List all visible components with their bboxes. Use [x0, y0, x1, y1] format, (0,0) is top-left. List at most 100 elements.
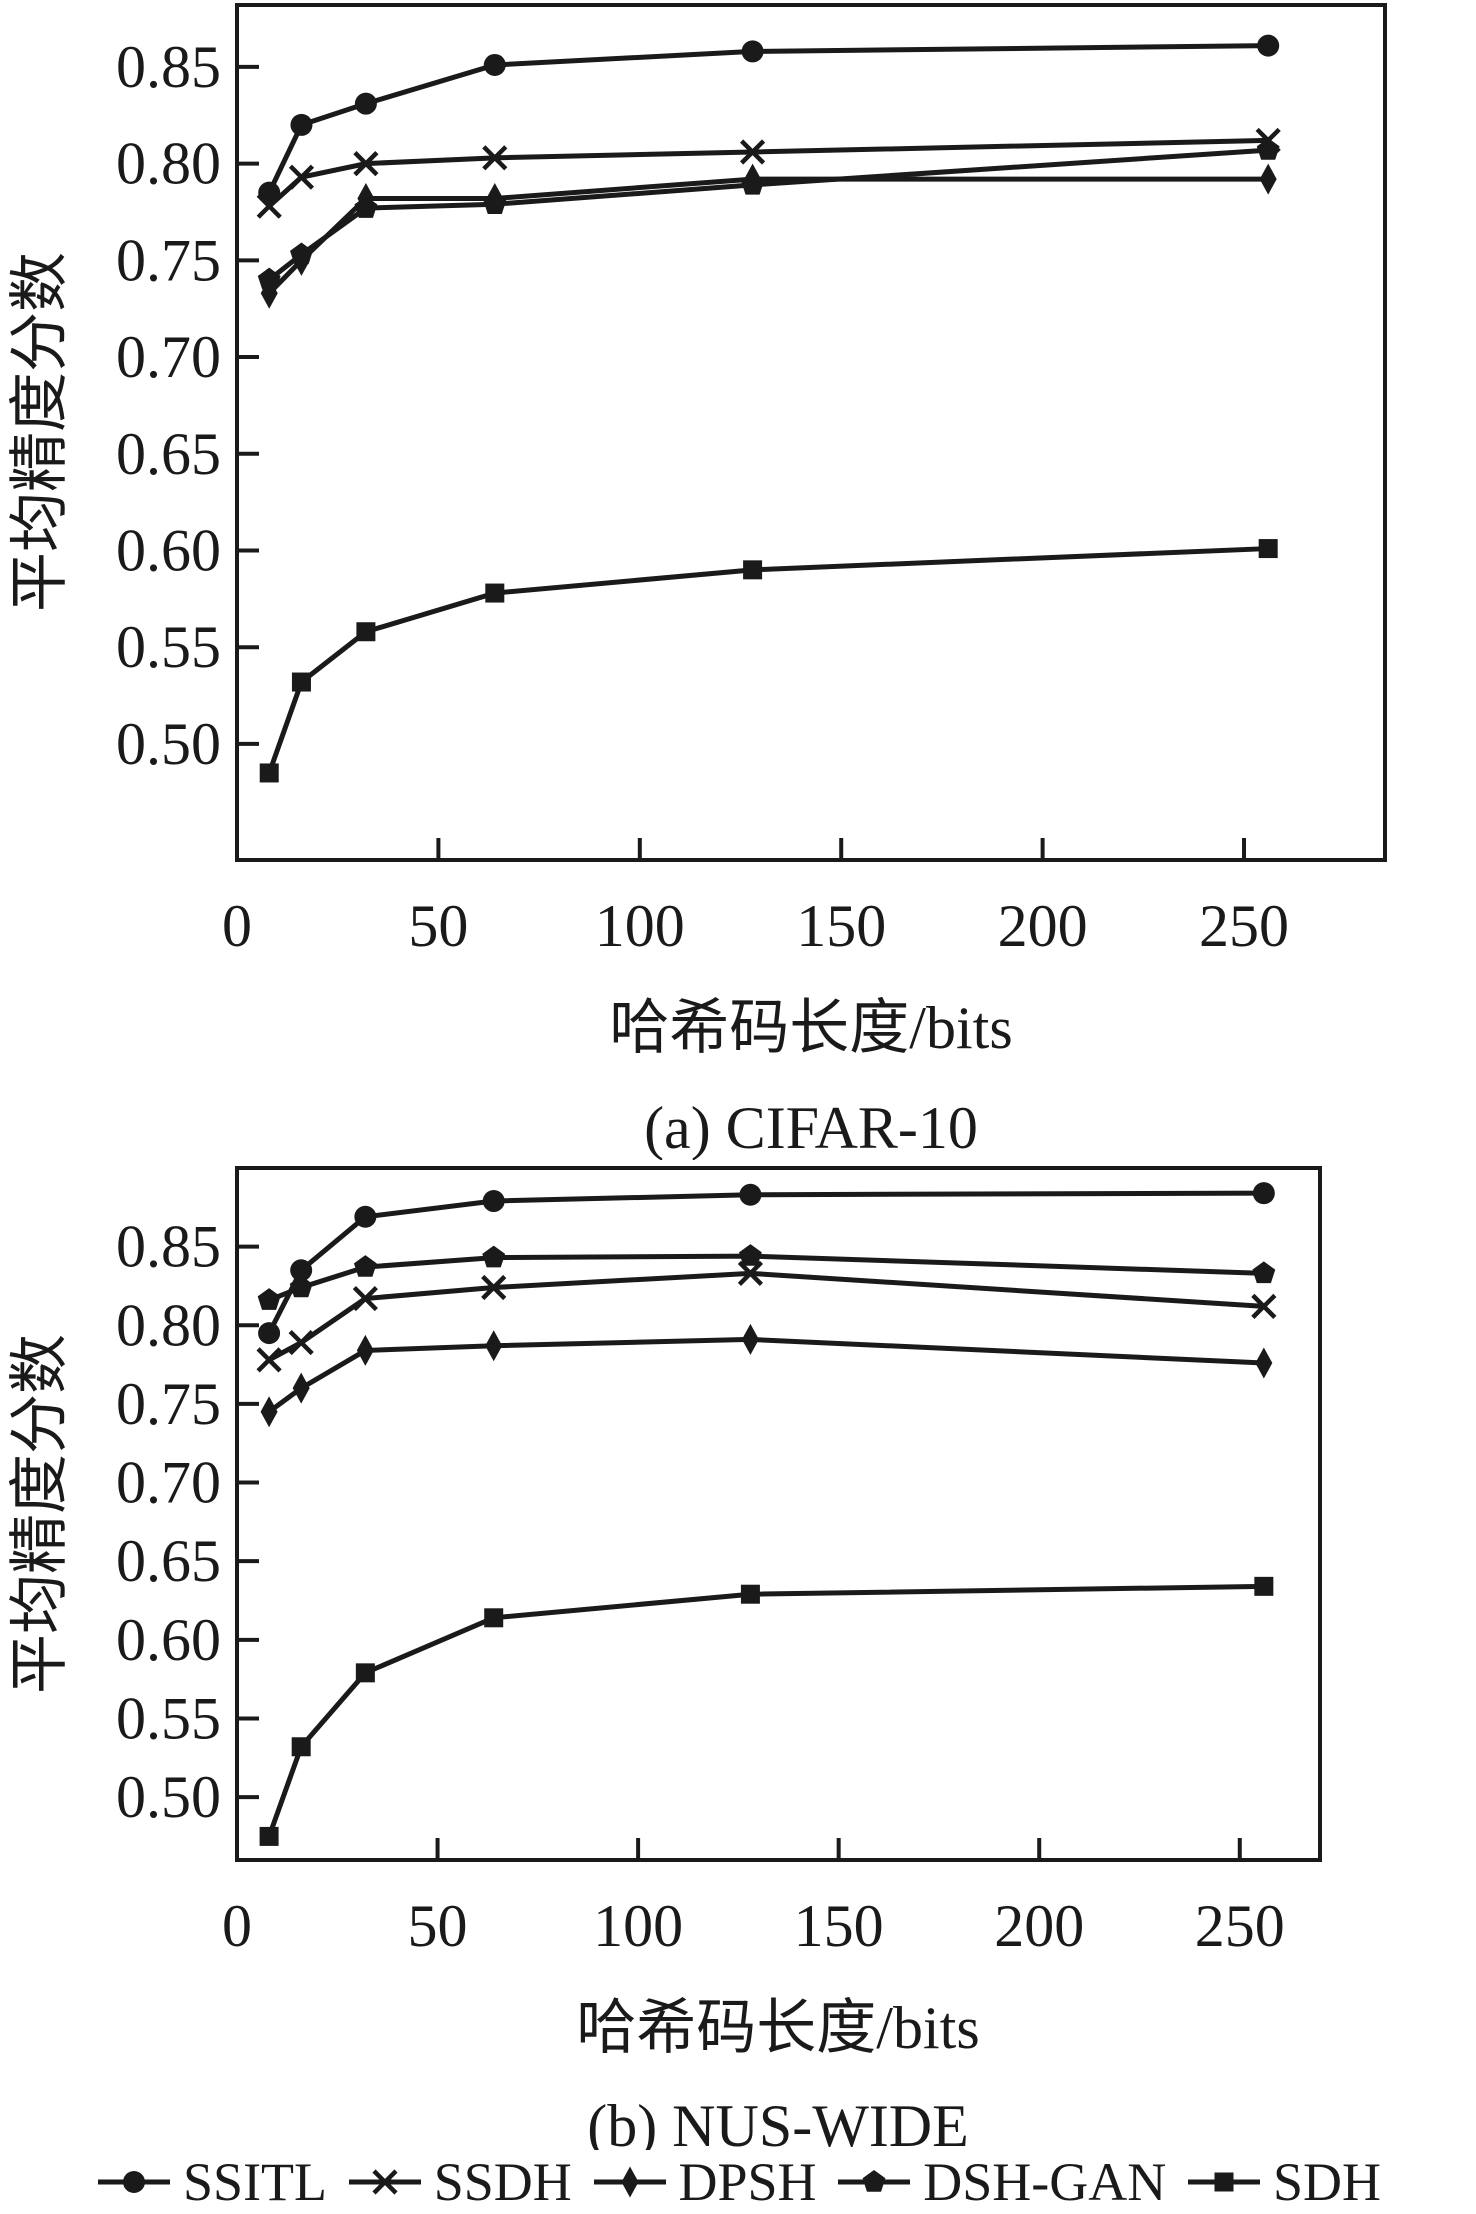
- series-DPSH-line: [267, 176, 1269, 295]
- DSH-GAN-marker: [741, 172, 765, 195]
- plot-area-nuswide: 0 50 100 150 200 250 0.50 0.55 0.60 0.65 0.70 0.75 0…: [116, 1166, 1322, 1959]
- x-tick-label: 250: [1195, 1893, 1285, 1959]
- legend-label: SSITL: [183, 2152, 328, 2212]
- DSH-GAN-marker: [257, 267, 281, 290]
- SSDH-marker: [256, 193, 282, 219]
- pentagon-legend-marker-icon: [838, 2170, 911, 2192]
- SDH-marker: [484, 1608, 504, 1628]
- square-legend-marker-icon: [1187, 2172, 1260, 2192]
- chart-cifar10: 0 50 100 150 200 250 0.50 0.55 0.60 0.65 0.70 0.75 0…: [7, 3, 1387, 1160]
- SSDH-marker: [482, 145, 508, 171]
- y-tick-label: 0.85: [116, 1214, 221, 1280]
- y-tick-label: 0.85: [116, 34, 221, 100]
- DSH-GAN-marker: [354, 196, 378, 218]
- series-DPSH-line: [267, 1336, 1264, 1414]
- SDH-legend-marker: [1214, 2172, 1234, 2192]
- DSH-GAN-marker: [739, 1244, 762, 1266]
- SSDH-marker: [288, 1329, 314, 1356]
- y-axis-title: 平均精度分数: [7, 1334, 73, 1694]
- series-SDH-markers: [259, 539, 1278, 783]
- axes-frame: [235, 3, 1387, 862]
- DSH-GAN-marker: [483, 192, 507, 214]
- x-axis-title: 哈希码长度/bits: [576, 1995, 979, 2061]
- series-SDH-line: [266, 1583, 1264, 1838]
- SDH-marker: [259, 1826, 279, 1846]
- legend-item-ssdh: SSDH: [346, 2155, 572, 2209]
- y-tick-label: 0.75: [116, 227, 221, 293]
- series-SSITL-markers: [258, 1182, 1275, 1345]
- y-tick-label: 0.60: [116, 517, 221, 583]
- SDH-marker: [485, 583, 505, 603]
- DSH-GAN-marker: [290, 242, 313, 265]
- legend-item-ssitl: SSITL: [95, 2155, 327, 2209]
- DPSH-marker: [1259, 163, 1277, 195]
- x-legend-marker-icon: [348, 2169, 421, 2195]
- series-DSH-GAN-markers: [257, 138, 1280, 290]
- SSDH-marker: [353, 151, 379, 177]
- chart-caption: (a) CIFAR-10: [644, 1095, 978, 1160]
- diamond-legend-marker-icon: [593, 2166, 666, 2198]
- DSH-GAN-marker: [482, 1245, 506, 1268]
- y-axis-title: 平均精度分数: [7, 252, 73, 612]
- axes-frame: [235, 1166, 1322, 1862]
- SSITL-marker: [739, 1183, 762, 1206]
- x-tick-label: 50: [408, 1893, 468, 1959]
- chart-caption: (b) NUS-WIDE: [587, 2093, 969, 2150]
- x-tick-label: 250: [1199, 893, 1289, 959]
- x-axis-title: 哈希码长度/bits: [609, 995, 1012, 1061]
- SSITL-marker: [354, 1205, 377, 1228]
- SSITL-marker: [482, 1190, 505, 1213]
- x-tick-label: 0: [222, 893, 252, 959]
- circle-legend-marker-icon: [98, 2171, 170, 2193]
- SDH-marker: [1258, 539, 1278, 559]
- DPSH-marker: [356, 1334, 374, 1366]
- x-tick-label: 150: [794, 1893, 884, 1959]
- SSITL-legend-marker: [123, 2171, 145, 2193]
- DPSH-marker: [485, 1330, 503, 1362]
- y-tick-label: 0.50: [116, 1764, 221, 1830]
- SDH-marker: [291, 672, 311, 692]
- x-tick-label: 50: [408, 893, 468, 959]
- DSH-GAN-marker: [257, 1288, 281, 1310]
- SSITL-marker: [290, 113, 313, 136]
- series-DSH-GAN-markers: [257, 1244, 1276, 1310]
- chart-nuswide: 0 50 100 150 200 250 0.50 0.55 0.60 0.65 0.70 0.75 0…: [7, 1166, 1322, 2150]
- SSITL-marker: [354, 92, 377, 115]
- SSDH-marker: [256, 1347, 282, 1373]
- SSDH-marker: [481, 1274, 507, 1301]
- y-tick-label: 0.65: [116, 421, 221, 487]
- series-DSH-GAN-line: [267, 147, 1269, 282]
- SSDH-marker: [1251, 1293, 1277, 1319]
- DPSH-marker: [292, 1372, 310, 1404]
- x-tick-label: 0: [222, 1893, 252, 1959]
- legend-item-dsh-gan: DSH-GAN: [835, 2155, 1166, 2209]
- DSH-GAN-marker: [1252, 1261, 1276, 1284]
- y-tick-label: 0.75: [116, 1371, 221, 1437]
- SDH-marker: [259, 763, 279, 783]
- SSITL-marker: [290, 1259, 313, 1282]
- SDH-marker: [1254, 1576, 1274, 1596]
- y-tick-label: 0.80: [116, 1292, 221, 1358]
- DSH-GAN-marker: [289, 1275, 313, 1298]
- y-tick-label: 0.80: [116, 131, 221, 197]
- SSITL-marker: [258, 1322, 281, 1345]
- SSDH-marker: [352, 1285, 378, 1312]
- series-SDH-line: [266, 546, 1269, 774]
- plot-area-cifar10: 0 50 100 150 200 250 0.50 0.55 0.60 0.65 0.70 0.75 0…: [116, 3, 1387, 959]
- legend-label: SDH: [1272, 2152, 1381, 2212]
- y-tick-label: 0.50: [116, 711, 221, 777]
- series-SSITL-markers: [258, 34, 1280, 204]
- SSITL-marker: [741, 40, 764, 63]
- legend: SSITL SSDH DPSH DSH-GAN SDH: [0, 2150, 1476, 2214]
- y-tick-label: 0.55: [116, 1685, 221, 1751]
- legend-label: DPSH: [678, 2152, 817, 2212]
- legend-label: SSDH: [433, 2152, 572, 2212]
- SDH-marker: [743, 560, 763, 580]
- legend-item-sdh: SDH: [1185, 2155, 1381, 2209]
- DPSH-marker: [741, 1323, 759, 1355]
- SDH-marker: [355, 1663, 375, 1683]
- y-tick-label: 0.70: [116, 1450, 221, 1516]
- series-DPSH-markers: [260, 1323, 1273, 1428]
- SSITL-marker: [1252, 1182, 1275, 1205]
